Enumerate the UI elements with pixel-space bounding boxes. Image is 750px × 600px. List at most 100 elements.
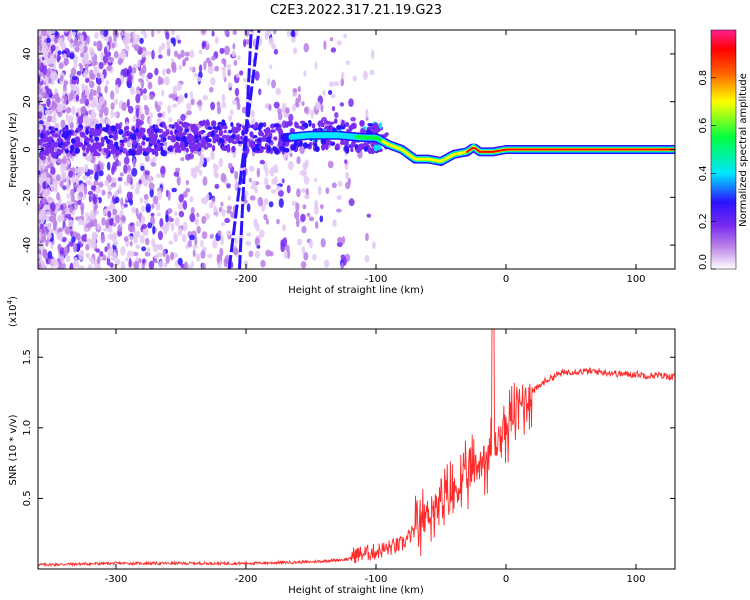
spectrogram-band-dot: [182, 131, 187, 136]
spectrogram-band-dot: [186, 135, 191, 142]
spectrogram-dot: [107, 193, 111, 200]
spectrogram-dot: [113, 98, 118, 106]
spectrogram-dot: [80, 206, 84, 217]
spectrogram-dot: [333, 81, 340, 87]
spectrogram-dot: [135, 207, 139, 217]
spectrogram-band-dot: [128, 148, 132, 154]
spectrogram-dot: [83, 115, 89, 124]
spectrogram-dot: [268, 37, 274, 46]
spectrogram-dot: [78, 265, 85, 269]
spectrogram-dot: [339, 102, 345, 107]
spectrogram-dot: [306, 212, 311, 217]
spectrogram-dot: [84, 163, 89, 173]
spectrogram-dot: [176, 175, 181, 186]
spectrogram-dot: [42, 181, 47, 190]
spectrogram-dot: [249, 195, 256, 201]
spectrogram-dot: [226, 230, 232, 236]
spectrogram-dot: [257, 196, 263, 207]
spectrogram-band-dot: [45, 130, 49, 135]
spectrogram-dot: [46, 115, 53, 123]
spectrogram-band-dot: [110, 125, 116, 132]
spectrogram-dot: [112, 240, 119, 246]
spectrogram-dot: [221, 101, 226, 109]
spectrogram-dot: [72, 75, 78, 80]
spectrogram-dot: [51, 115, 57, 124]
spectrogram-dot: [178, 193, 184, 203]
spectrogram-dot: [119, 172, 124, 177]
spectrogram-dot: [237, 55, 241, 61]
spectrogram-band-dot: [58, 149, 64, 154]
spectrogram-dot: [210, 77, 216, 86]
spectrogram-dot: [77, 200, 82, 206]
snr-frame: [37, 328, 676, 570]
spectrogram-dot: [254, 237, 260, 247]
spectrogram-dot: [207, 66, 214, 75]
spectrogram-dot: [302, 204, 307, 210]
spectrogram-dot: [91, 112, 97, 117]
spectrogram-dot: [270, 189, 277, 194]
spectrogram-dot: [177, 257, 183, 266]
spectrogram-band-dot: [94, 150, 99, 157]
spectrogram-band-dot: [207, 126, 213, 130]
spectrogram-dot: [265, 184, 271, 190]
spectrogram-dot: [172, 85, 178, 95]
spectrogram-dot: [59, 180, 64, 188]
spectrogram-dot: [94, 171, 99, 182]
spectrogram-dot: [144, 154, 150, 162]
svg-text:(x104): (x104): [6, 296, 19, 327]
spectrogram-dot: [280, 239, 285, 247]
spectrogram-band-dot: [248, 140, 254, 146]
spectrogram-dot: [94, 204, 98, 210]
spectrogram-dot: [56, 157, 61, 163]
spectrogram-dot: [99, 30, 104, 35]
spectrogram-band-dot: [85, 139, 90, 143]
spectrogram-dot: [57, 231, 64, 241]
spectrogram-dot: [248, 165, 255, 172]
spectrogram-dot: [196, 76, 202, 82]
spectrogram-dot: [57, 201, 61, 209]
spectrogram-dot: [190, 207, 195, 215]
spectrogram-dot: [88, 194, 92, 203]
spectrogram-band-dot: [320, 138, 327, 145]
spectrogram-dot: [177, 227, 183, 237]
spectrogram-dot: [104, 85, 108, 94]
spectrogram-dot: [141, 64, 147, 74]
spectrogram-band-dot: [378, 122, 383, 130]
spectrogram-band-dot: [211, 145, 216, 152]
spectrogram-dot: [161, 89, 165, 97]
spectrogram-ylabel: Frequency (Hz): [8, 112, 19, 188]
spectrogram-dot: [232, 43, 236, 50]
spectrogram-dot: [212, 238, 218, 249]
spectrogram-dot: [88, 80, 95, 89]
spectrogram-band-dot: [348, 144, 354, 149]
spectrogram-dot: [58, 62, 64, 70]
spectrogram-dot: [219, 47, 225, 55]
spectrogram-dot: [322, 89, 326, 96]
spectrogram-dot: [75, 90, 80, 96]
spectrogram-dot: [120, 197, 124, 206]
spectrogram-dot: [135, 34, 141, 43]
spectrogram-dot: [140, 215, 145, 225]
spectrogram-dot: [347, 177, 351, 185]
spectrogram-band-dot: [160, 146, 164, 151]
spectrogram-band-dot: [154, 150, 159, 157]
spectrogram-band-dot: [141, 127, 146, 133]
spectrogram-band-dot: [344, 142, 349, 146]
spectrogram-dot: [152, 156, 157, 163]
spectrogram-dot: [110, 102, 115, 110]
spectrogram-dot: [224, 30, 229, 37]
spectrogram-dot: [223, 257, 229, 268]
spectrogram-dot: [165, 31, 170, 40]
spectrogram-dot: [107, 211, 112, 218]
spectrogram-band-dot: [130, 149, 136, 157]
spectrogram-dot: [41, 197, 47, 205]
spectrogram-band-dot: [119, 139, 125, 144]
spectrogram-dot: [202, 95, 209, 101]
spectrogram-dot: [41, 30, 48, 37]
spectrogram-dot: [278, 198, 284, 208]
spectrogram-dot: [203, 60, 207, 71]
spectrogram-dot: [309, 239, 313, 249]
spectrogram-dot: [175, 167, 181, 172]
spectrogram-band-dot: [131, 125, 136, 132]
spectrogram-band-dot: [160, 149, 166, 156]
